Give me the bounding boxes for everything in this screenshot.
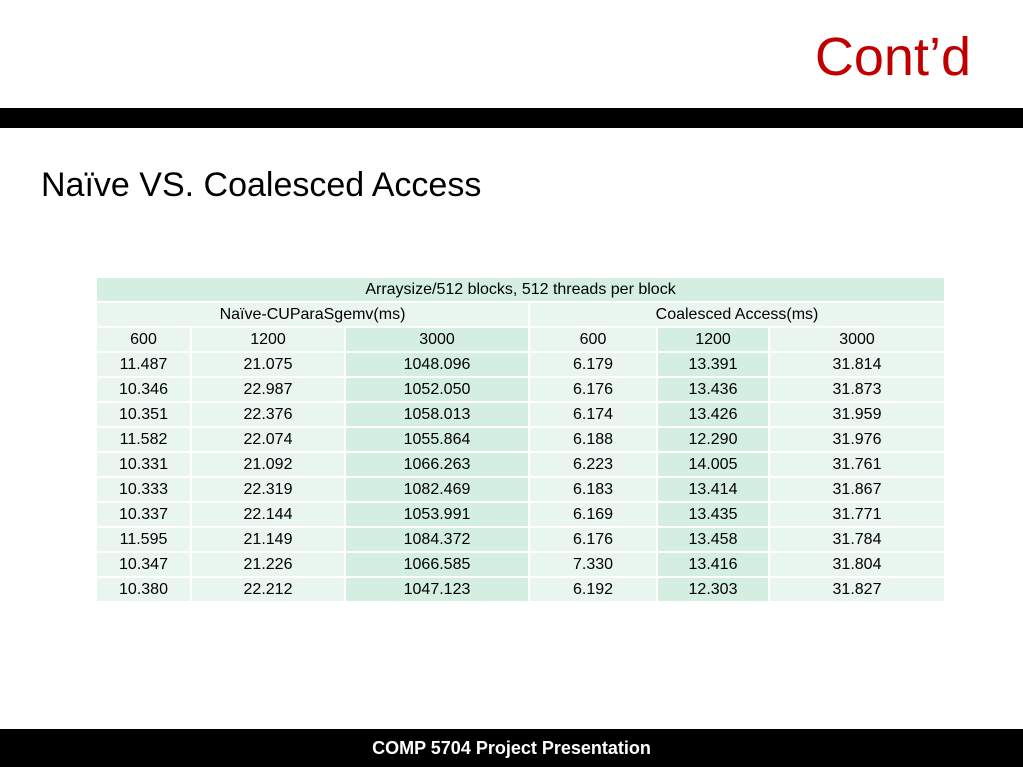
table-cell: 10.346	[95, 376, 192, 403]
table-cell: 1082.469	[344, 476, 530, 503]
table-group-row: Naïve-CUParaSgemv(ms) Coalesced Access(m…	[95, 301, 947, 328]
table-cell: 11.595	[95, 526, 192, 553]
table-cell: 10.347	[95, 551, 192, 578]
table-cell: 22.376	[190, 401, 346, 428]
column-header: 3000	[767, 326, 947, 353]
table-cell: 13.414	[656, 476, 770, 503]
table-cell: 13.435	[656, 501, 770, 528]
table-cell: 6.183	[528, 476, 658, 503]
table-cell: 11.582	[95, 426, 192, 453]
slide-subtitle: Naïve VS. Coalesced Access	[41, 166, 482, 204]
table-cell: 10.337	[95, 501, 192, 528]
table-caption: Arraysize/512 blocks, 512 threads per bl…	[94, 276, 947, 303]
results-table: Arraysize/512 blocks, 512 threads per bl…	[94, 276, 947, 603]
table-cell: 1053.991	[344, 501, 530, 528]
table-cell: 31.784	[767, 526, 947, 553]
table-cell: 31.761	[767, 451, 947, 478]
table-cell: 6.174	[528, 401, 658, 428]
table-cell: 1066.263	[344, 451, 530, 478]
table-row: 10.351 22.376 1058.013 6.174 13.426 31.959	[95, 401, 947, 428]
table-cell: 12.290	[656, 426, 770, 453]
table-cell: 6.176	[528, 376, 658, 403]
table-row: 10.380 22.212 1047.123 6.192 12.303 31.827	[95, 576, 947, 603]
table-cell: 6.169	[528, 501, 658, 528]
table-cell: 10.333	[95, 476, 192, 503]
table-cell: 6.179	[528, 351, 658, 378]
table-cell: 13.416	[656, 551, 770, 578]
table-cell: 7.330	[528, 551, 658, 578]
table-row: 11.487 21.075 1048.096 6.179 13.391 31.814	[95, 351, 947, 378]
table-cell: 22.144	[190, 501, 346, 528]
table-cell: 21.092	[190, 451, 346, 478]
table-cell: 6.176	[528, 526, 658, 553]
column-header: 3000	[344, 326, 530, 353]
table-row: 10.337 22.144 1053.991 6.169 13.435 31.771	[95, 501, 947, 528]
table-cell: 6.192	[528, 576, 658, 603]
column-header: 1200	[190, 326, 346, 353]
table-cell: 22.987	[190, 376, 346, 403]
slide-title: Cont’d	[814, 27, 971, 87]
table-cell: 1084.372	[344, 526, 530, 553]
table-cell: 10.351	[95, 401, 192, 428]
table-cell: 22.212	[190, 576, 346, 603]
table-cell: 12.303	[656, 576, 770, 603]
table-cell: 1052.050	[344, 376, 530, 403]
table-row: 10.331 21.092 1066.263 6.223 14.005 31.761	[95, 451, 947, 478]
table-row: 10.333 22.319 1082.469 6.183 13.414 31.867	[95, 476, 947, 503]
table-cell: 13.436	[656, 376, 770, 403]
table-cell: 1058.013	[344, 401, 530, 428]
table-cell: 22.319	[190, 476, 346, 503]
table-row: 10.347 21.226 1066.585 7.330 13.416 31.804	[95, 551, 947, 578]
group-header-coalesced: Coalesced Access(ms)	[527, 301, 947, 328]
table-cell: 31.814	[767, 351, 947, 378]
table-cell: 1047.123	[344, 576, 530, 603]
table-cell: 10.380	[95, 576, 192, 603]
table-column-row: 600 1200 3000 600 1200 3000	[95, 326, 947, 353]
table-caption-row: Arraysize/512 blocks, 512 threads per bl…	[94, 276, 947, 303]
table-cell: 10.331	[95, 451, 192, 478]
table-row: 10.346 22.987 1052.050 6.176 13.436 31.873	[95, 376, 947, 403]
table-cell: 11.487	[95, 351, 192, 378]
table-cell: 21.149	[190, 526, 346, 553]
table-cell: 21.075	[190, 351, 346, 378]
table-row: 11.595 21.149 1084.372 6.176 13.458 31.784	[95, 526, 947, 553]
column-header: 600	[528, 326, 658, 353]
table-cell: 6.223	[528, 451, 658, 478]
table-cell: 22.074	[190, 426, 346, 453]
column-header: 1200	[656, 326, 770, 353]
table-cell: 31.976	[767, 426, 947, 453]
table-cell: 13.458	[656, 526, 770, 553]
column-header: 600	[95, 326, 192, 353]
header-divider-bar	[0, 108, 1023, 128]
table-cell: 13.391	[656, 351, 770, 378]
group-header-naive: Naïve-CUParaSgemv(ms)	[95, 301, 530, 328]
table-cell: 31.959	[767, 401, 947, 428]
table-cell: 14.005	[656, 451, 770, 478]
table-cell: 13.426	[656, 401, 770, 428]
table-cell: 31.867	[767, 476, 947, 503]
table-cell: 31.873	[767, 376, 947, 403]
table-cell: 1048.096	[344, 351, 530, 378]
table-row: 11.582 22.074 1055.864 6.188 12.290 31.976	[95, 426, 947, 453]
table-cell: 31.827	[767, 576, 947, 603]
table-cell: 31.804	[767, 551, 947, 578]
table-cell: 31.771	[767, 501, 947, 528]
table-cell: 6.188	[528, 426, 658, 453]
table-cell: 1055.864	[344, 426, 530, 453]
table-cell: 21.226	[190, 551, 346, 578]
footer-bar: COMP 5704 Project Presentation	[0, 729, 1023, 767]
table-cell: 1066.585	[344, 551, 530, 578]
